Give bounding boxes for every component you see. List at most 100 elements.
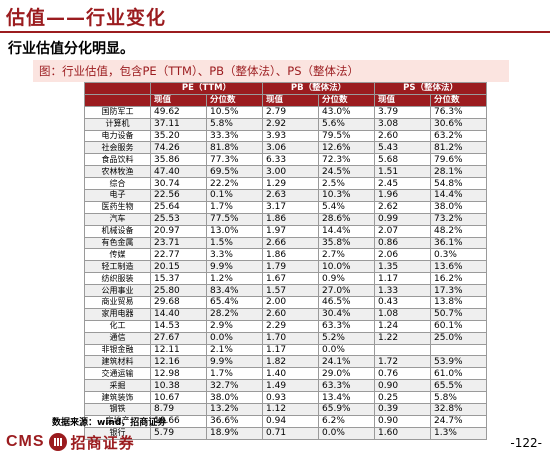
table-row: 综合 30.74 22.2% 1.29 2.5% 2.45 54.8%: [84, 177, 488, 191]
value-cell: 35.8%: [318, 236, 376, 250]
value-cell: 3.06: [262, 141, 320, 155]
value-cell: 61.0%: [430, 367, 488, 381]
value-cell: 27.0%: [318, 284, 376, 298]
value-cell: 1.3%: [430, 426, 488, 440]
value-cell: 13.4%: [318, 391, 376, 405]
value-cell: 22.2%: [205, 177, 264, 191]
industry-name-cell: 采掘: [84, 379, 151, 393]
table-row: 建筑装饰 10.67 38.0% 0.93 13.4% 0.25 5.8%: [84, 391, 488, 405]
value-cell: 47.40: [150, 165, 207, 179]
value-cell: 1.40: [262, 367, 320, 381]
value-cell: 0.0%: [318, 343, 376, 357]
value-cell: 0.0%: [205, 331, 264, 345]
industry-name-cell: 交通运输: [84, 367, 151, 381]
industry-name-cell: 机械设备: [84, 224, 151, 238]
value-cell: 14.4%: [318, 224, 376, 238]
value-cell: 0.99: [374, 212, 432, 226]
value-cell: 24.7%: [430, 414, 488, 428]
value-cell: 1.97: [262, 224, 320, 238]
table-row: 社会服务 74.26 81.8% 3.06 12.6% 5.43 81.2%: [84, 141, 488, 155]
value-cell: 2.7%: [318, 248, 376, 262]
value-cell: 38.0%: [205, 391, 264, 405]
sub-header-cell: 现值: [374, 93, 432, 107]
value-cell: 16.2%: [430, 272, 488, 286]
value-cell: 5.43: [374, 141, 432, 155]
value-cell: 1.22: [374, 331, 432, 345]
value-cell: 0.9%: [318, 272, 376, 286]
industry-name-cell: 轻工制造: [84, 260, 151, 274]
table-row: 农林牧渔 47.40 69.5% 3.00 24.5% 1.51 28.1%: [84, 165, 488, 179]
value-cell: 1.86: [262, 212, 320, 226]
table-row: 食品饮料 35.86 77.3% 6.33 72.3% 5.68 79.6%: [84, 153, 488, 167]
sub-header-cell: 分位数: [205, 93, 264, 107]
logo-text: CMS: [6, 433, 45, 450]
value-cell: 32.7%: [205, 379, 264, 393]
value-cell: 1.17: [374, 272, 432, 286]
value-cell: 1.57: [262, 284, 320, 298]
value-cell: 2.66: [262, 236, 320, 250]
value-cell: 1.70: [262, 331, 320, 345]
value-cell: 1.96: [374, 189, 432, 202]
value-cell: 3.17: [262, 200, 320, 214]
value-cell: 1.7%: [205, 200, 264, 214]
value-cell: 48.2%: [430, 224, 488, 238]
value-cell: 0.1%: [205, 189, 264, 202]
value-cell: 24.5%: [318, 165, 376, 179]
table-row: 有色金属 23.71 1.5% 2.66 35.8% 0.86 36.1%: [84, 236, 488, 250]
value-cell: 72.3%: [318, 153, 376, 167]
value-cell: 10.3%: [318, 189, 376, 202]
value-cell: 22.56: [150, 189, 207, 202]
value-cell: 0.76: [374, 367, 432, 381]
industry-name-cell: 传媒: [84, 248, 151, 262]
value-cell: 65.4%: [205, 296, 264, 309]
value-cell: 76.3%: [430, 105, 488, 119]
value-cell: 2.5%: [318, 177, 376, 191]
value-cell: 63.3%: [318, 379, 376, 393]
value-cell: 12.6%: [318, 141, 376, 155]
industry-name-cell: 计算机: [84, 117, 151, 131]
value-cell: 63.2%: [430, 129, 488, 143]
value-cell: 81.2%: [430, 141, 488, 155]
value-cell: 60.1%: [430, 319, 488, 333]
value-cell: 35.20: [150, 129, 207, 143]
value-cell: 0.93: [262, 391, 320, 405]
value-cell: 13.2%: [205, 403, 264, 416]
header-pe: PE（TTM）: [149, 82, 264, 95]
industry-name-cell: 食品饮料: [84, 153, 151, 167]
value-cell: 5.79: [150, 426, 207, 440]
value-cell: 36.6%: [205, 414, 264, 428]
value-cell: 1.5%: [205, 236, 264, 250]
table-row: 轻工制造 20.15 9.9% 1.79 10.0% 1.35 13.6%: [84, 260, 488, 274]
value-cell: 1.24: [374, 319, 432, 333]
value-cell: 65.5%: [430, 379, 488, 393]
value-cell: 1.86: [262, 248, 320, 262]
table-row: 纺织服装 15.37 1.2% 1.67 0.9% 1.17 16.2%: [84, 272, 488, 286]
industry-name-cell: 综合: [84, 177, 151, 191]
table-corner-cell: [84, 93, 151, 107]
value-cell: 38.0%: [430, 200, 488, 214]
value-cell: 1.7%: [205, 367, 264, 381]
table-corner-cell: [84, 82, 151, 95]
value-cell: 2.62: [374, 200, 432, 214]
value-cell: 3.79: [374, 105, 432, 119]
value-cell: 27.67: [150, 331, 207, 345]
title-divider: [0, 31, 550, 33]
value-cell: 20.97: [150, 224, 207, 238]
value-cell: 54.8%: [430, 177, 488, 191]
value-cell: 2.63: [262, 189, 320, 202]
value-cell: 10.0%: [318, 260, 376, 274]
value-cell: 12.16: [150, 355, 207, 369]
industry-name-cell: 电子: [84, 189, 151, 202]
value-cell: 1.17: [262, 343, 320, 357]
value-cell: 0.71: [262, 426, 320, 440]
table-row: 银行 5.79 18.9% 0.71 0.0% 1.60 1.3%: [84, 426, 488, 440]
value-cell: [374, 343, 432, 357]
value-cell: 0.25: [374, 391, 432, 405]
value-cell: 28.2%: [205, 307, 264, 321]
table-body: 国防军工 49.62 10.5% 2.79 43.0% 3.79 76.3% 计算机 37.11…: [84, 105, 488, 440]
value-cell: 3.3%: [205, 248, 264, 262]
value-cell: 0.43: [374, 296, 432, 309]
value-cell: 1.60: [374, 426, 432, 440]
header-ps: PS（整体法）: [374, 82, 488, 95]
value-cell: 15.37: [150, 272, 207, 286]
